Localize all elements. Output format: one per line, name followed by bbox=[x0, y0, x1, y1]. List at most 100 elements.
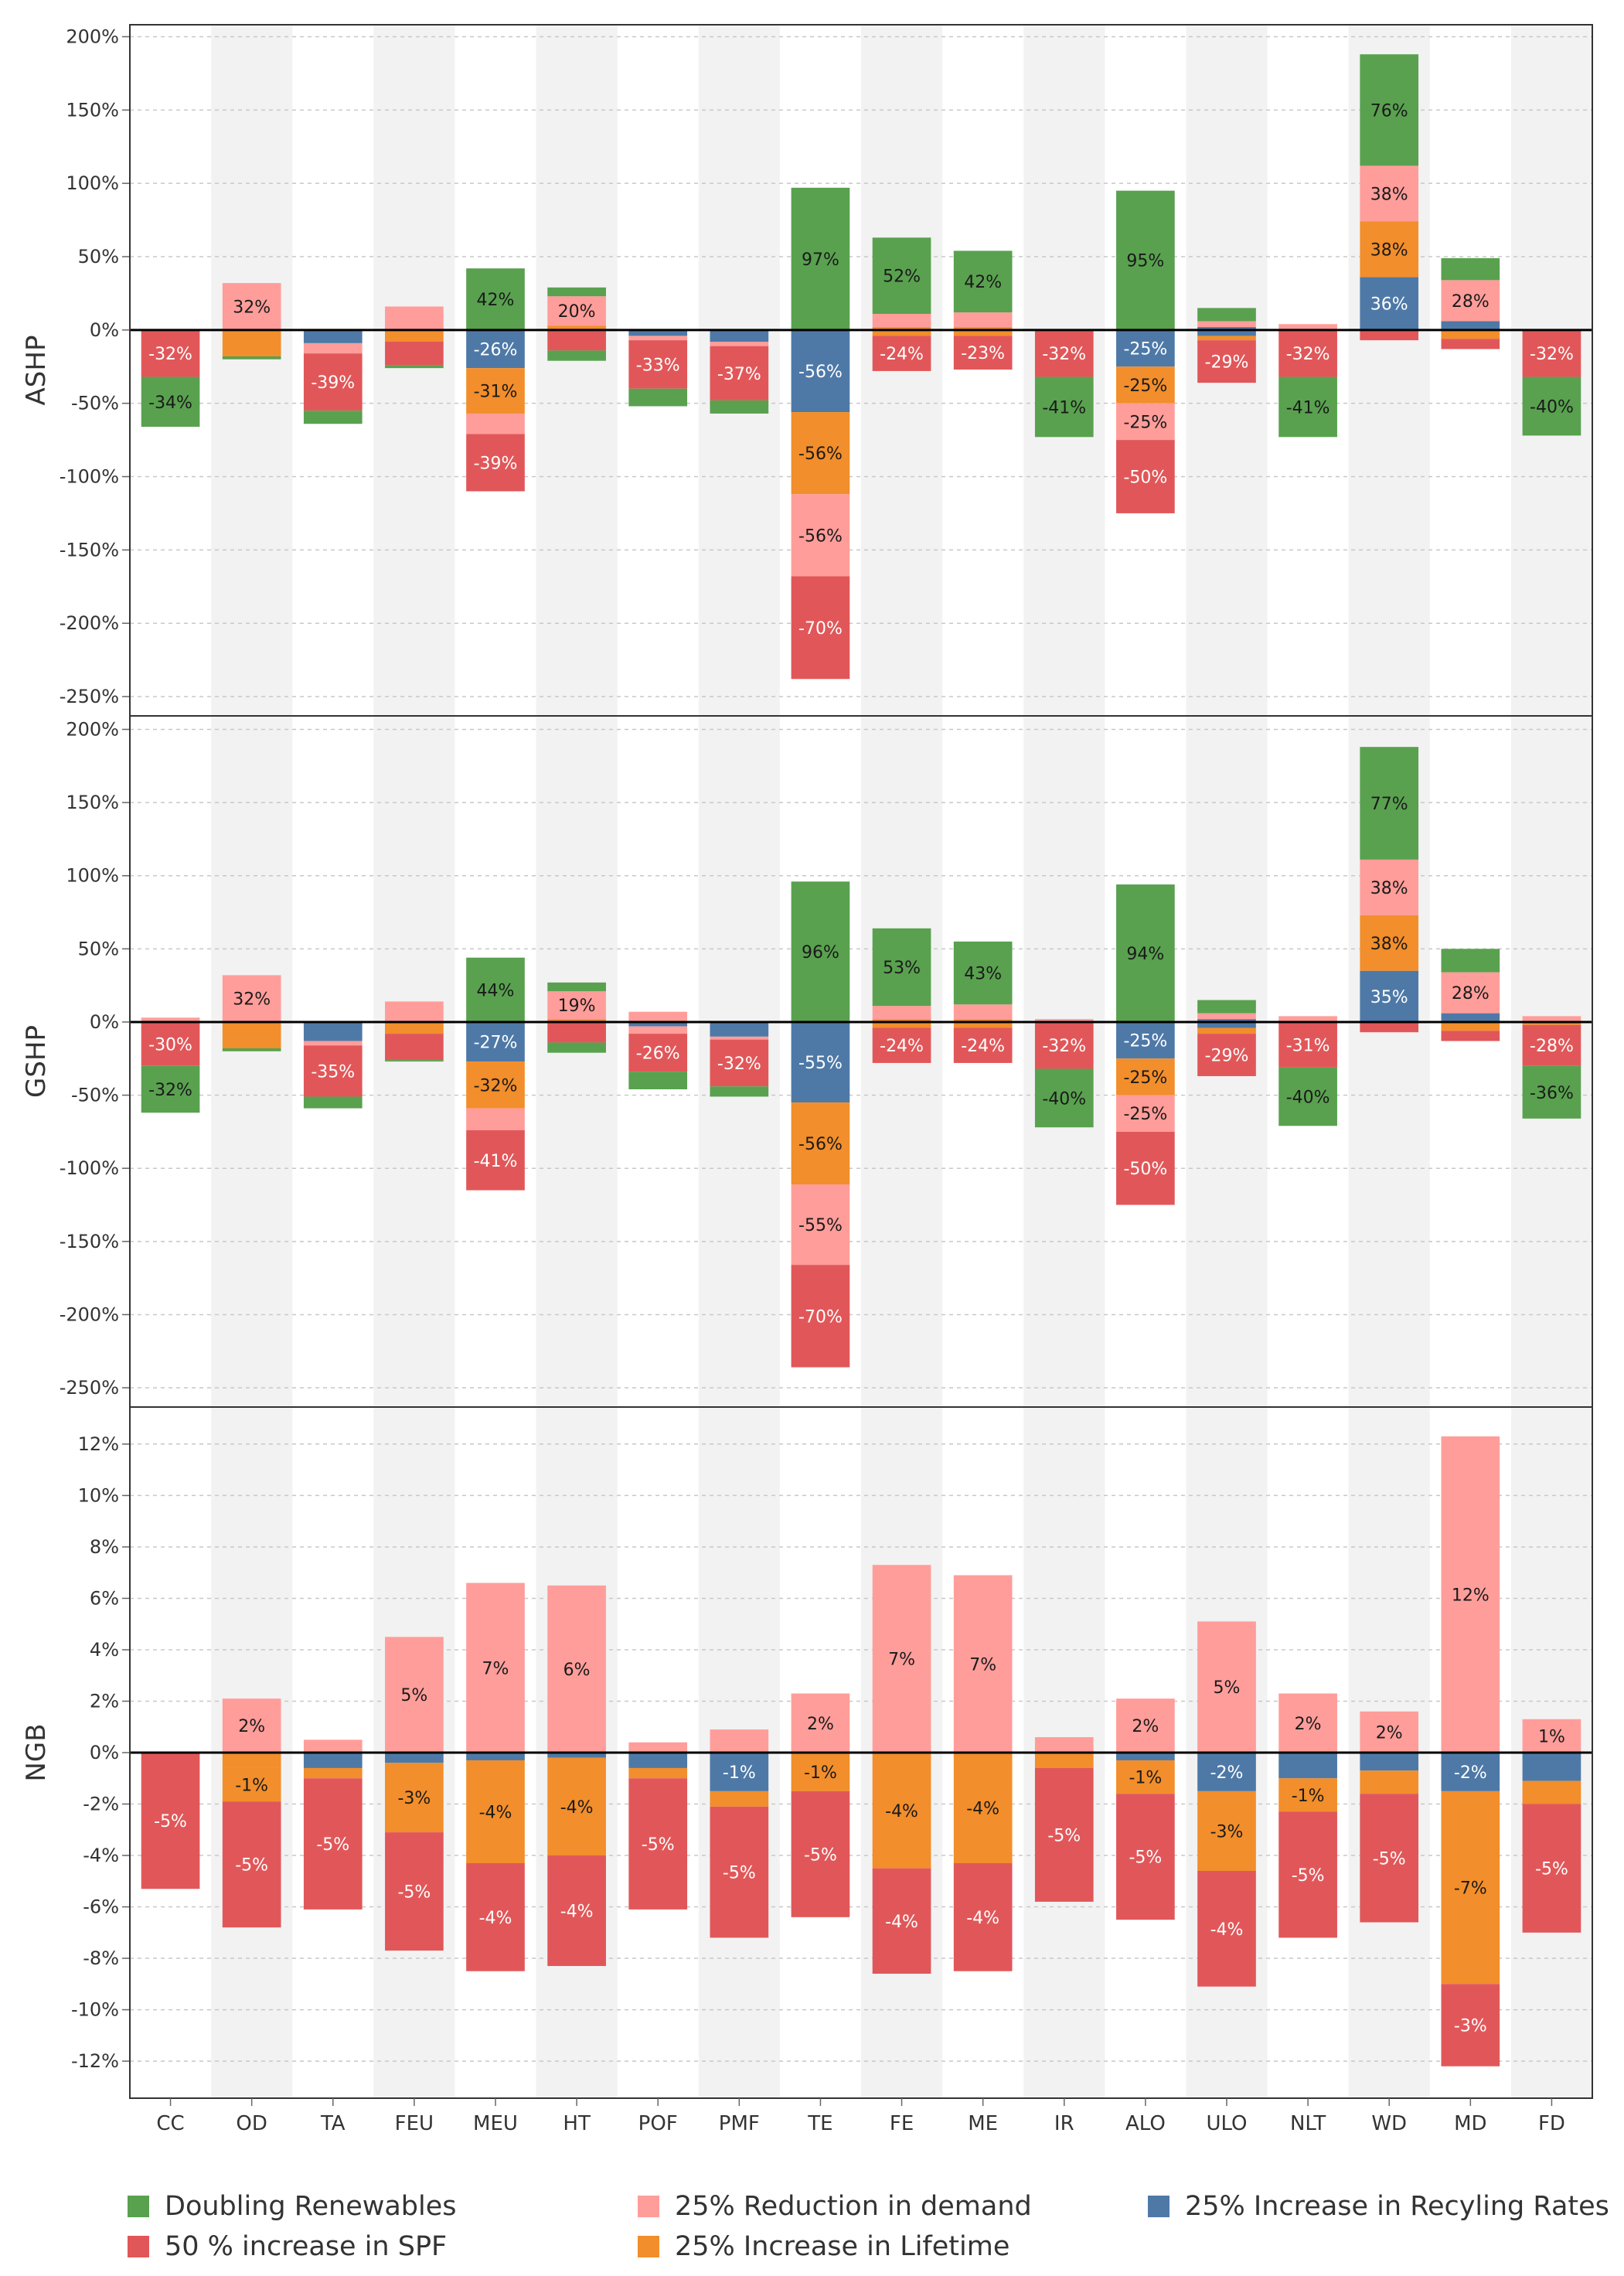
data-label: -31% bbox=[474, 383, 518, 402]
bar-segment bbox=[222, 1698, 281, 1753]
bar-segment bbox=[1278, 1778, 1337, 1812]
bar-segment bbox=[710, 329, 769, 342]
x-tick-label: OD bbox=[236, 2112, 267, 2135]
bar-segment bbox=[791, 494, 850, 577]
bar-segment bbox=[1522, 1780, 1581, 1804]
data-label: 6% bbox=[563, 1661, 591, 1680]
data-label: 5% bbox=[400, 1686, 427, 1705]
data-label: -5% bbox=[1292, 1866, 1325, 1886]
bar-segment bbox=[385, 329, 444, 342]
bar-segment bbox=[1522, 376, 1581, 436]
bar-segment bbox=[872, 928, 931, 1007]
data-label: -25% bbox=[1123, 1032, 1167, 1051]
data-label: -25% bbox=[1123, 340, 1167, 359]
x-tick-label: PMF bbox=[719, 2112, 760, 2135]
data-label: -4% bbox=[966, 1800, 999, 1819]
data-label: -4% bbox=[885, 1913, 918, 1932]
y-tick-label: -6% bbox=[83, 1896, 119, 1918]
bar-segment bbox=[222, 975, 281, 1022]
bar-segment bbox=[1197, 1000, 1256, 1014]
x-tick-label: ULO bbox=[1206, 2112, 1247, 2135]
bar-segment bbox=[303, 1021, 363, 1041]
bar-segment bbox=[1034, 1737, 1094, 1753]
data-label: 96% bbox=[802, 943, 839, 963]
data-label: -23% bbox=[961, 344, 1005, 363]
legend-label: 50 % increase in SPF bbox=[165, 2231, 448, 2262]
x-tick-label: POF bbox=[638, 2112, 678, 2135]
bar-segment bbox=[466, 413, 525, 434]
bar-segment bbox=[547, 982, 606, 992]
y-tick-label: 10% bbox=[78, 1484, 119, 1506]
data-label: -29% bbox=[1205, 353, 1249, 373]
data-label: -4% bbox=[1210, 1920, 1244, 1940]
bar-segment bbox=[141, 376, 200, 428]
data-label: -32% bbox=[474, 1076, 518, 1095]
bar-segment bbox=[1441, 1790, 1500, 1985]
bar-segment bbox=[953, 1863, 1013, 1971]
y-tick-label: 2% bbox=[90, 1690, 119, 1712]
y-tick-label: 100% bbox=[66, 865, 119, 887]
y-tick-label: -150% bbox=[60, 1231, 119, 1252]
bar-segment bbox=[547, 296, 606, 326]
data-label: -40% bbox=[1286, 1088, 1330, 1107]
bar-segment bbox=[547, 1019, 606, 1022]
data-label: -27% bbox=[474, 1034, 518, 1053]
data-label: -26% bbox=[474, 340, 518, 359]
legend-label: 25% Increase in Recyling Rates bbox=[1185, 2191, 1609, 2222]
data-label: 2% bbox=[1132, 1717, 1159, 1736]
x-tick-label: WD bbox=[1371, 2112, 1407, 2135]
bar-segment bbox=[466, 329, 525, 369]
plot-frame bbox=[129, 24, 1593, 2099]
data-label: -56% bbox=[798, 1135, 843, 1154]
bar-segment bbox=[791, 576, 850, 680]
data-label: -24% bbox=[961, 1037, 1005, 1056]
data-label: 42% bbox=[964, 273, 1002, 292]
bar-segment bbox=[791, 1021, 850, 1103]
panel-y-axis-label: NGB bbox=[21, 1723, 52, 1781]
bar-segment bbox=[303, 1767, 363, 1779]
bar-segment bbox=[1522, 329, 1581, 377]
bar-segment bbox=[1441, 1436, 1500, 1753]
y-tick-label: -50% bbox=[71, 393, 119, 414]
data-label: 7% bbox=[888, 1651, 915, 1670]
y-tick-label: 100% bbox=[66, 172, 119, 194]
bar-segment bbox=[953, 327, 1013, 330]
data-label: -40% bbox=[1042, 1089, 1086, 1109]
bar-segment bbox=[1034, 1019, 1094, 1022]
bar-segment bbox=[1360, 1770, 1419, 1794]
y-tick-label: -12% bbox=[71, 2050, 119, 2072]
bar-segment bbox=[385, 342, 444, 366]
bar-segment bbox=[872, 237, 931, 314]
data-label: 52% bbox=[883, 267, 921, 287]
bar-segment bbox=[1441, 1753, 1500, 1791]
data-label: 28% bbox=[1452, 292, 1490, 312]
data-label: -5% bbox=[1535, 1860, 1568, 1879]
bar-segment bbox=[141, 1753, 200, 1889]
bar-segment bbox=[872, 1753, 931, 1869]
bar-segment bbox=[303, 1753, 363, 1768]
bar-segment bbox=[710, 1790, 769, 1807]
data-label: -37% bbox=[717, 365, 761, 384]
legend-swatch-spf bbox=[128, 2236, 149, 2257]
bar-segment bbox=[1360, 1753, 1419, 1771]
bar-segment bbox=[466, 1108, 525, 1130]
bar-segment bbox=[1522, 1016, 1581, 1022]
x-tick-label: ME bbox=[968, 2112, 998, 2135]
y-tick-label: 150% bbox=[66, 99, 119, 121]
y-tick-label: -250% bbox=[60, 1377, 119, 1399]
data-label: 20% bbox=[558, 302, 596, 322]
bar-segment bbox=[628, 1767, 688, 1779]
bar-segment bbox=[628, 1778, 688, 1910]
data-label: -34% bbox=[148, 394, 192, 413]
bar-segment bbox=[628, 336, 688, 341]
bar-segment bbox=[1522, 1804, 1581, 1933]
data-label: -25% bbox=[1123, 376, 1167, 396]
x-tick-label: MD bbox=[1454, 2112, 1486, 2135]
bar-segment bbox=[1278, 1693, 1337, 1753]
bar-segment bbox=[791, 329, 850, 413]
bar-segment bbox=[222, 356, 281, 359]
data-label: -4% bbox=[479, 1909, 512, 1928]
bar-segment bbox=[1360, 54, 1419, 166]
y-tick-label: 50% bbox=[78, 938, 119, 959]
bar-segment bbox=[222, 1753, 281, 1768]
